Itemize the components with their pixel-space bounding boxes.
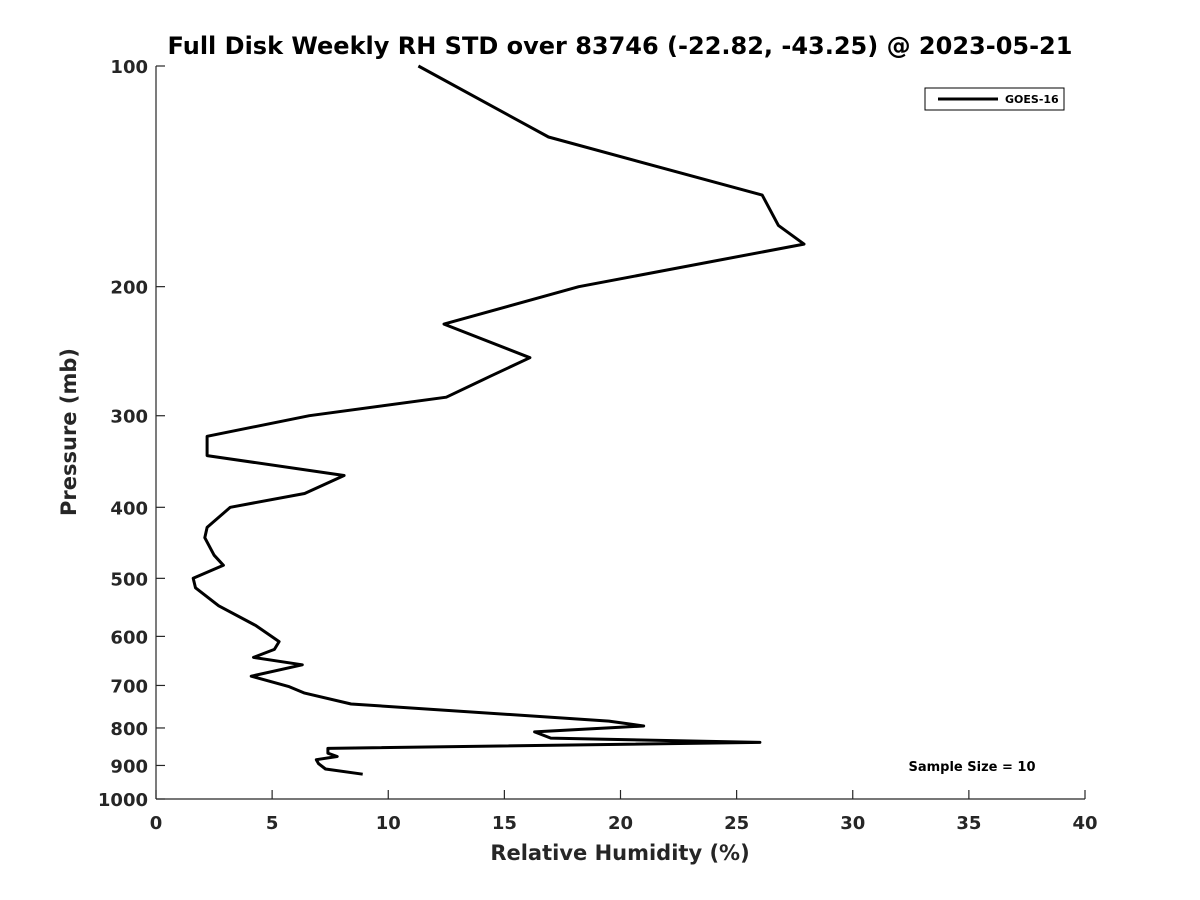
x-tick-label: 30 xyxy=(840,813,865,834)
y-tick-label: 300 xyxy=(110,407,148,428)
y-tick-label: 800 xyxy=(110,719,148,740)
sample-size-annotation: Sample Size = 10 xyxy=(908,760,1035,775)
x-tick-label: 15 xyxy=(492,813,517,834)
x-tick-label: 5 xyxy=(266,813,279,834)
y-tick-label: 200 xyxy=(110,278,148,299)
y-tick-label: 1000 xyxy=(98,790,148,811)
chart-title: Full Disk Weekly RH STD over 83746 (-22.… xyxy=(168,32,1073,60)
y-axis-label: Pressure (mb) xyxy=(57,348,81,516)
legend-label: GOES-16 xyxy=(1005,93,1059,106)
y-tick-label: 500 xyxy=(110,569,148,590)
y-tick-label: 600 xyxy=(110,627,148,648)
axis-ticks: 0 5 10 15 20 25 30 35 40 100 200 300 400 500 600 700 800… xyxy=(98,57,1098,834)
y-tick-label: 900 xyxy=(110,756,148,777)
y-tick-label: 100 xyxy=(110,57,148,78)
x-tick-label: 40 xyxy=(1072,813,1097,834)
x-tick-label: 20 xyxy=(608,813,633,834)
x-tick-label: 35 xyxy=(956,813,981,834)
x-axis-label: Relative Humidity (%) xyxy=(490,841,749,865)
x-tick-label: 10 xyxy=(376,813,401,834)
x-tick-label: 25 xyxy=(724,813,749,834)
legend: GOES-16 xyxy=(924,87,1065,111)
y-tick-label: 700 xyxy=(110,676,148,697)
series-line-goes16 xyxy=(191,64,806,776)
x-tick-label: 0 xyxy=(150,813,163,834)
y-tick-label: 400 xyxy=(110,498,148,519)
